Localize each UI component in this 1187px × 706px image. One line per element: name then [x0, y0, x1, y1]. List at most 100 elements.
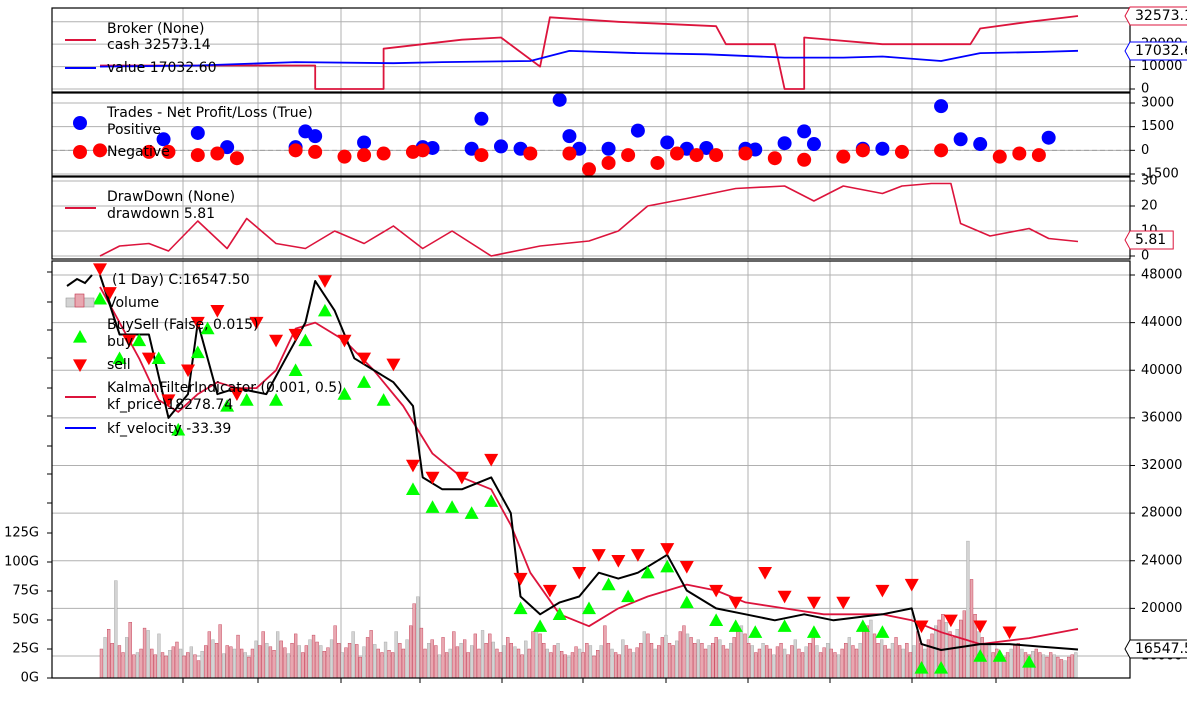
volume-bar [319, 645, 323, 679]
sell-marker [836, 596, 851, 610]
volume-bar [419, 627, 424, 679]
sell-marker [904, 578, 919, 592]
price-y-tick-label: 48000 [1141, 268, 1182, 283]
volume-bar [416, 596, 420, 679]
volume-bar [836, 654, 841, 679]
volume-bar [232, 648, 237, 679]
volume-y-tick-label: 125G [4, 526, 39, 541]
volume-bar [667, 643, 672, 679]
negative-trade-point [738, 146, 753, 161]
volume-bar [430, 639, 434, 679]
volume-bar [376, 648, 380, 679]
volume-bar [757, 648, 762, 679]
value-legend-label: value 17032.60 [107, 60, 217, 76]
volume-bar [800, 652, 805, 679]
volume-bar [243, 652, 247, 679]
close-price-line [99, 274, 1079, 651]
drawdown-panel: 0102030DrawDown (None)drawdown 5.815.81 [51, 174, 1174, 264]
volume-bar [581, 652, 585, 679]
volume-bar [434, 645, 438, 679]
volume-bar [624, 645, 629, 679]
volume-bar [506, 637, 510, 679]
volume-bar [930, 633, 934, 679]
volume-bar [200, 651, 204, 679]
sell-marker [288, 328, 303, 342]
buy-marker [239, 393, 254, 406]
volume-bar [898, 645, 902, 679]
negative-trade-point [523, 146, 538, 161]
volume-y-tick-label: 100G [4, 555, 39, 570]
sell-marker [728, 596, 743, 610]
volume-bar [484, 643, 488, 679]
volume-bar [470, 645, 474, 679]
volume-bar [1074, 652, 1078, 679]
volume-bar [779, 643, 783, 679]
volume-bar [614, 652, 618, 679]
drawdown-last-value-tag: 5.81 [1135, 232, 1166, 248]
volume-bar [765, 645, 769, 679]
volume-bar [725, 648, 729, 679]
volume-bar [250, 648, 255, 679]
volume-bar [563, 654, 567, 679]
volume-bar [649, 643, 654, 679]
volume-bar [693, 643, 697, 679]
buy-marker [914, 661, 929, 674]
price-panel: 1600020000240002800032000360004000044000… [4, 260, 1187, 686]
volume-bar [685, 633, 690, 679]
close-last-value-tag-box [1124, 639, 1187, 659]
volume-bar [826, 643, 830, 679]
price-y-tick-label: 28000 [1141, 506, 1182, 521]
volume-bar [714, 637, 718, 679]
kf-price-line [99, 286, 1079, 645]
negative-trade-point [1031, 148, 1046, 163]
volume-bar [265, 643, 269, 679]
volume-y-tick-label: 25G [12, 642, 39, 657]
buy-marker [552, 607, 567, 621]
buy-marker [513, 601, 528, 615]
sell-marker [210, 305, 225, 318]
sell-marker [337, 334, 352, 348]
sell-marker [269, 334, 284, 348]
volume-bar [290, 643, 294, 679]
price-y-tick-label: 32000 [1141, 458, 1182, 473]
buy-marker [582, 601, 596, 615]
buy-marker [151, 351, 166, 365]
volume-bar [99, 648, 104, 679]
volume-bar [858, 643, 862, 679]
volume-bar [182, 655, 186, 679]
buy-marker [709, 613, 724, 626]
sell-marker [181, 364, 196, 378]
buy-marker [875, 625, 890, 638]
volume-bar [534, 629, 539, 679]
volume-bar [718, 639, 722, 679]
volume-bar [556, 643, 560, 679]
sell-marker [122, 334, 137, 348]
negative-legend-label: Negative [107, 144, 170, 160]
volume-bar [786, 654, 790, 679]
positive-trade-point [953, 132, 968, 147]
buy-marker [288, 363, 303, 376]
negative-trade-point [836, 149, 851, 164]
buy-marker [220, 399, 235, 412]
volume-bar [164, 655, 168, 679]
volume-bar [315, 641, 319, 679]
volume-bar [829, 648, 833, 679]
price-y-tick-label: 40000 [1141, 363, 1182, 378]
panel-frame [51, 260, 1131, 679]
volume-bar [675, 640, 679, 679]
drawdown-legend-label: drawdown 5.81 [107, 206, 215, 222]
positive-trade-point [357, 135, 372, 150]
sell-marker [484, 453, 499, 467]
sell-marker [405, 459, 420, 473]
volume-bar [606, 643, 611, 679]
volume-bar [477, 648, 481, 679]
buy-marker [992, 649, 1007, 662]
volume-bar [401, 648, 406, 679]
volume-bar [333, 625, 337, 679]
volume-bar [574, 646, 578, 679]
volume-bar [463, 639, 467, 679]
volume-bar [1020, 648, 1024, 679]
negative-trade-point [562, 146, 577, 161]
close-legend-swatch [66, 274, 93, 287]
